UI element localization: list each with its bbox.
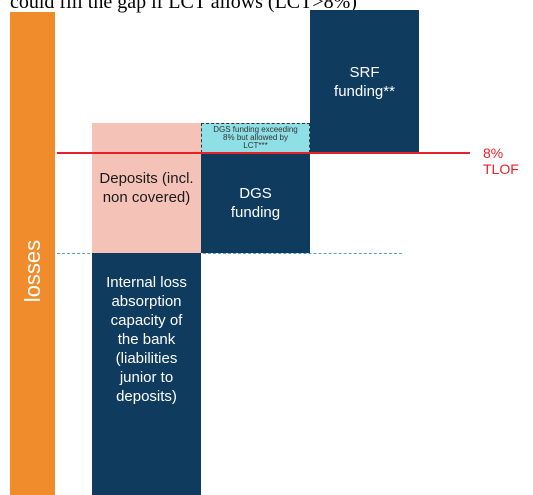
internal-box: Internal loss absorption capacity of the… bbox=[92, 253, 201, 495]
dgs-excess-box: DGS funding exceeding 8% but allowed by … bbox=[201, 123, 310, 153]
dgs-box: DGS funding bbox=[201, 153, 310, 253]
losses-label: losses bbox=[20, 239, 45, 303]
threshold-line bbox=[57, 152, 470, 154]
title: could fill the gap if LCT allows (LCT>8%… bbox=[10, 0, 357, 13]
losses-bar bbox=[10, 12, 55, 495]
dashed-line bbox=[57, 253, 402, 254]
deposits-box: Deposits (incl. non covered) bbox=[92, 123, 201, 253]
threshold-label: 8% TLOF bbox=[483, 145, 519, 177]
srf-box: SRF funding** bbox=[310, 10, 419, 153]
